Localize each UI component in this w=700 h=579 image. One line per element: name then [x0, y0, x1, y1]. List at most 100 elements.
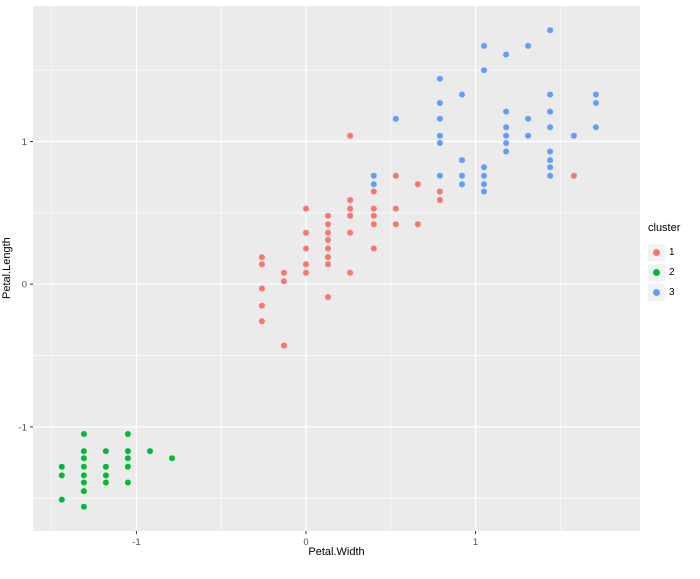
legend-item-label: 3 [669, 286, 675, 298]
legend-item: 2 [648, 262, 680, 282]
data-point [459, 91, 465, 98]
data-point [503, 124, 510, 131]
data-point [280, 278, 287, 285]
legend-item-label: 1 [669, 246, 675, 258]
data-point [325, 221, 331, 228]
plot-panel [33, 6, 640, 531]
data-point [258, 285, 265, 292]
data-point [102, 472, 109, 479]
data-point [414, 221, 421, 228]
data-point [481, 67, 487, 74]
data-point [547, 172, 554, 179]
legend-item-label: 2 [669, 266, 675, 278]
data-point [102, 479, 109, 486]
data-point [258, 261, 265, 268]
tick-label: 0 [303, 537, 308, 548]
data-point [503, 140, 510, 146]
data-point [80, 503, 87, 510]
legend-dot-icon [653, 268, 660, 276]
legend-items: 1 2 3 [648, 242, 680, 302]
y-axis-title: Petal.Length [1, 237, 13, 300]
data-point [592, 91, 599, 98]
data-point [481, 164, 487, 171]
data-point [124, 463, 131, 470]
data-point [547, 108, 554, 115]
data-point [347, 205, 354, 212]
data-point [325, 245, 331, 252]
data-point [80, 479, 87, 486]
data-point [370, 205, 377, 212]
data-point [370, 172, 377, 179]
data-point [436, 172, 443, 179]
data-point [325, 229, 331, 236]
data-point [436, 132, 443, 139]
tick-label: 1 [22, 137, 27, 148]
data-point [347, 269, 354, 276]
data-point [481, 188, 487, 195]
data-point [547, 157, 554, 164]
data-point [370, 245, 377, 252]
data-point [525, 42, 532, 49]
data-point [503, 51, 510, 58]
legend-item: 1 [648, 242, 680, 262]
data-point [436, 188, 443, 195]
legend-key [648, 243, 665, 261]
data-point [325, 237, 331, 243]
data-point [303, 269, 309, 276]
data-point [80, 448, 87, 455]
data-point [102, 448, 109, 455]
data-point [325, 254, 331, 261]
data-point [547, 164, 554, 171]
data-point [392, 221, 399, 228]
data-point [370, 212, 377, 219]
data-point [503, 148, 510, 155]
data-point [80, 463, 87, 470]
data-point [459, 181, 465, 188]
data-point [592, 100, 599, 106]
data-point [280, 342, 287, 349]
data-point [147, 448, 153, 455]
data-point [258, 254, 265, 261]
legend: cluster 1 2 3 [648, 222, 680, 302]
data-point [280, 269, 287, 276]
data-point [303, 205, 309, 212]
data-point [392, 172, 399, 179]
legend-title: cluster [648, 222, 681, 234]
legend-key [648, 283, 665, 301]
data-point [436, 75, 443, 82]
data-point [392, 115, 399, 122]
data-point [58, 472, 65, 479]
data-point [325, 294, 331, 300]
data-point [503, 132, 510, 139]
tick-label: 1 [473, 537, 478, 548]
data-point [102, 463, 109, 470]
data-point [525, 115, 532, 122]
data-point [303, 229, 309, 236]
data-point [58, 463, 65, 470]
tick-label: 0 [22, 280, 27, 291]
data-point [124, 479, 131, 486]
data-point [547, 124, 554, 131]
data-point [436, 140, 443, 146]
data-point [370, 221, 377, 228]
legend-dot-icon [653, 248, 660, 256]
data-point [80, 488, 87, 495]
data-point [436, 115, 443, 122]
data-point [303, 245, 309, 252]
legend-item: 3 [648, 282, 680, 302]
data-point [80, 455, 87, 462]
x-axis-title: Petal.Width [308, 546, 365, 558]
data-point [525, 132, 532, 139]
data-point [347, 212, 354, 219]
data-point [547, 27, 554, 34]
data-point [80, 431, 87, 437]
data-point [124, 455, 131, 462]
data-point [459, 172, 465, 179]
data-point [325, 212, 331, 219]
data-point [436, 100, 443, 106]
data-point [347, 132, 354, 139]
data-point [258, 302, 265, 309]
data-point [124, 448, 131, 455]
